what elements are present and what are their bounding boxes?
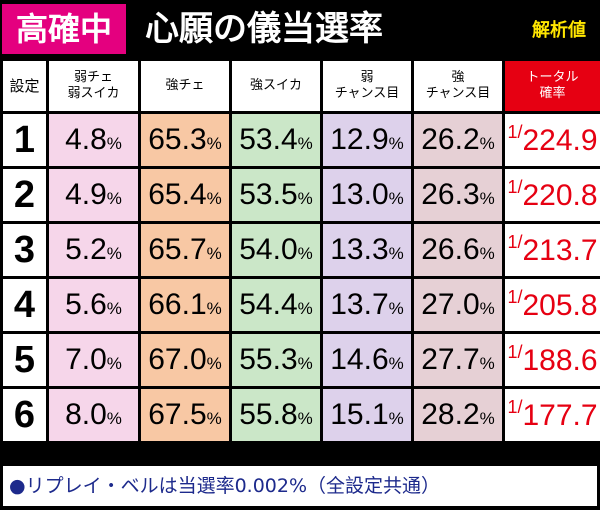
- setting-cell: 2: [0, 166, 49, 224]
- value-cell: 13.3%: [320, 221, 414, 279]
- value-cell: 5.2%: [46, 221, 141, 279]
- value-cell: 26.3%: [411, 166, 505, 224]
- table-row: 4 5.6% 66.1% 54.4% 13.7% 27.0% 1/205.8: [0, 276, 600, 334]
- footer-note: ●リプレイ・ベルは当選率0.002%（全設定共通）: [3, 466, 597, 506]
- table-row: 3 5.2% 65.7% 54.0% 13.3% 26.6% 1/213.7: [0, 221, 600, 279]
- value-cell: 27.0%: [411, 276, 505, 334]
- value-cell: 55.8%: [229, 386, 323, 444]
- value-cell: 8.0%: [46, 386, 141, 444]
- value-cell: 7.0%: [46, 331, 141, 389]
- value-cell: 14.6%: [320, 331, 414, 389]
- setting-cell: 4: [0, 276, 49, 334]
- badge: 高確中: [2, 4, 126, 54]
- value-cell: 13.0%: [320, 166, 414, 224]
- value-cell: 28.2%: [411, 386, 505, 444]
- table-row: 6 8.0% 67.5% 55.8% 15.1% 28.2% 1/177.7: [0, 386, 600, 444]
- value-cell: 1/188.6: [502, 331, 600, 389]
- value-cell: 4.9%: [46, 166, 141, 224]
- value-cell: 67.5%: [138, 386, 232, 444]
- value-cell: 65.3%: [138, 111, 232, 169]
- table-row: 1 4.8% 65.3% 53.4% 12.9% 26.2% 1/224.9: [0, 111, 600, 169]
- table: 設定 弱チェ 弱スイカ 強チェ 強スイカ弱 チャンス目強 チャンス目 トータル 確率 1…: [0, 58, 600, 444]
- column-header: 弱 チャンス目: [320, 58, 414, 114]
- value-cell: 27.7%: [411, 331, 505, 389]
- value-cell: 5.6%: [46, 276, 141, 334]
- value-cell: 53.4%: [229, 111, 323, 169]
- column-header: 強 チャンス目: [411, 58, 505, 114]
- value-cell: 53.5%: [229, 166, 323, 224]
- setting-cell: 5: [0, 331, 49, 389]
- value-cell: 65.7%: [138, 221, 232, 279]
- value-cell: 26.6%: [411, 221, 505, 279]
- table-row: 2 4.9% 65.4% 53.5% 13.0% 26.3% 1/220.8: [0, 166, 600, 224]
- column-header: トータル 確率: [502, 58, 600, 114]
- value-cell: 1/213.7: [502, 221, 600, 279]
- header-row: 設定 弱チェ 弱スイカ 強チェ 強スイカ弱 チャンス目強 チャンス目 トータル 確率: [0, 58, 600, 114]
- value-cell: 54.0%: [229, 221, 323, 279]
- value-cell: 1/224.9: [502, 111, 600, 169]
- value-cell: 55.3%: [229, 331, 323, 389]
- value-cell: 54.4%: [229, 276, 323, 334]
- value-cell: 12.9%: [320, 111, 414, 169]
- column-header: 弱チェ 弱スイカ: [46, 58, 141, 114]
- value-cell: 1/177.7: [502, 386, 600, 444]
- setting-cell: 3: [0, 221, 49, 279]
- setting-cell: 6: [0, 386, 49, 444]
- tag: 解析値: [532, 20, 586, 41]
- value-cell: 66.1%: [138, 276, 232, 334]
- value-cell: 67.0%: [138, 331, 232, 389]
- table-body: 1 4.8% 65.3% 53.4% 12.9% 26.2% 1/224.9 2 4.9% 65.…: [0, 111, 600, 444]
- setting-cell: 1: [0, 111, 49, 169]
- value-cell: 15.1%: [320, 386, 414, 444]
- value-cell: 13.7%: [320, 276, 414, 334]
- value-cell: 65.4%: [138, 166, 232, 224]
- column-header: 強チェ: [138, 58, 232, 114]
- table-row: 5 7.0% 67.0% 55.3% 14.6% 27.7% 1/188.6: [0, 331, 600, 389]
- value-cell: 1/220.8: [502, 166, 600, 224]
- column-header: 強スイカ: [229, 58, 323, 114]
- column-header: 設定: [0, 58, 49, 114]
- value-cell: 26.2%: [411, 111, 505, 169]
- value-cell: 4.8%: [46, 111, 141, 169]
- header: 高確中 心願の儀当選率 解析値: [0, 0, 600, 58]
- title: 心願の儀当選率: [145, 9, 383, 49]
- value-cell: 1/205.8: [502, 276, 600, 334]
